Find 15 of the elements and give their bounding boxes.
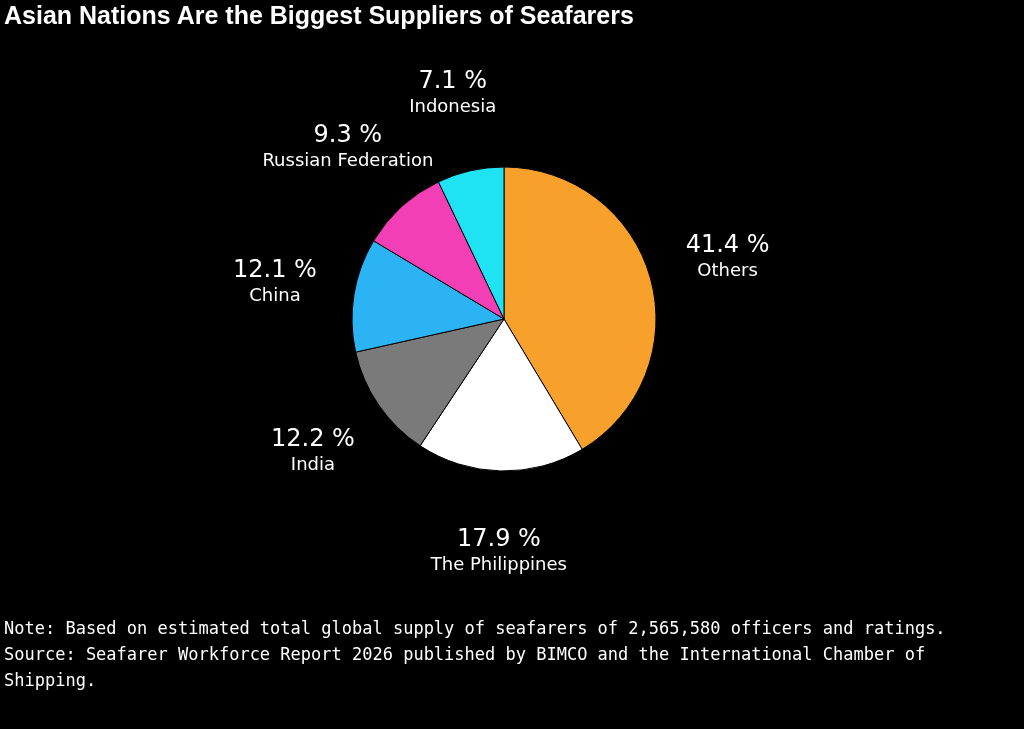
slice-label: China [249, 283, 301, 305]
data-label: 12.2 % [271, 423, 355, 452]
slice-label: The Philippines [429, 552, 567, 574]
slice-label: Russian Federation [262, 149, 434, 171]
slice-label: Others [697, 259, 758, 281]
slice-label: India [290, 452, 336, 474]
chart-title: Asian Nations Are the Biggest Suppliers of Seafarers [4, 1, 634, 29]
text: Note: Based on estimated total global supply of seafarers of 2,565,580 officers and ratings. [4, 617, 947, 640]
data-label: 17.9 % [456, 523, 541, 552]
data-label: 12.1 % [233, 254, 317, 283]
data-label: 7.1 % [418, 65, 487, 94]
data-label: 9.3 % [313, 120, 383, 149]
data-label: 41.4 % [685, 230, 770, 259]
source-note: Source: Seafarer Workforce Report 2026 published by BIMCO and the International Chamber of Shipping. [4, 643, 927, 692]
slice-label: Indonesia [409, 94, 497, 116]
